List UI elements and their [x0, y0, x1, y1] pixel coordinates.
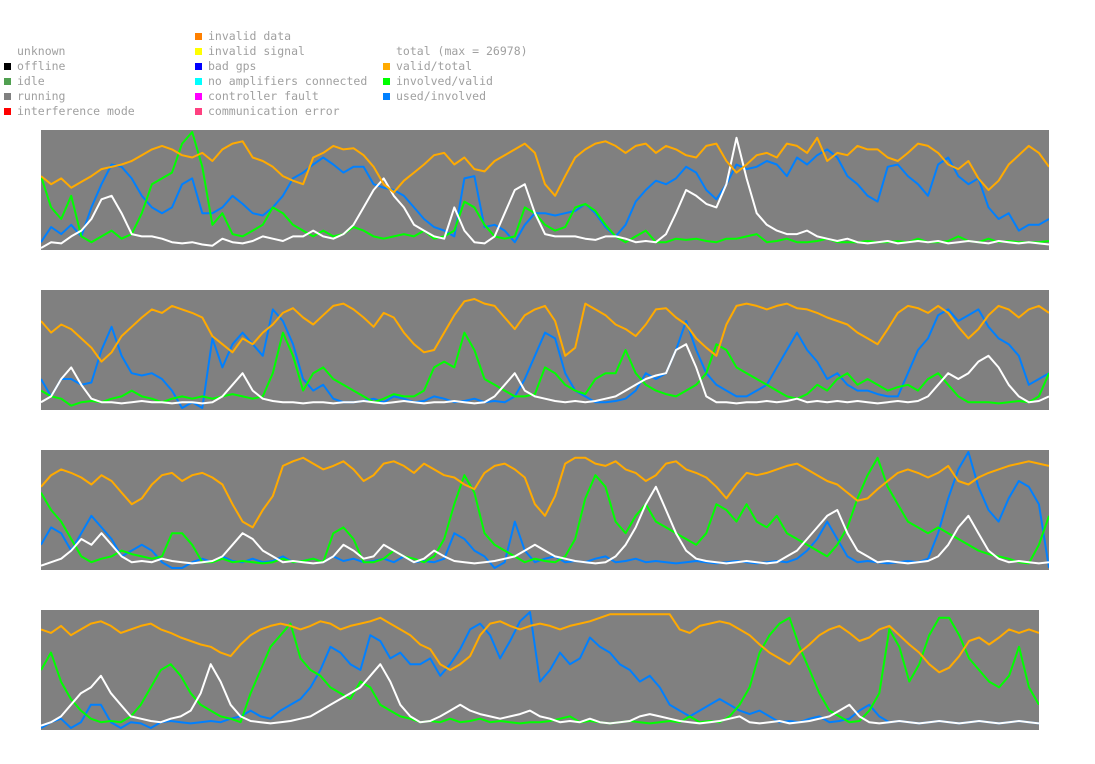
legend-item-interference-mode: interference mode [4, 104, 135, 119]
legend-item-total: total (max = 26978) [396, 44, 528, 59]
legend-item-valid-total: valid/total [383, 59, 473, 74]
series-line-used-involved [41, 611, 1039, 729]
legend-swatch [195, 108, 202, 115]
legend-label: controller fault [208, 89, 319, 103]
legend-swatch [383, 93, 390, 100]
legend-item-offline: offline [4, 59, 66, 74]
legend-swatch [195, 33, 202, 40]
series-line-used-involved [41, 148, 1049, 244]
chart-panel-4 [41, 610, 1039, 730]
chart-panel-3-plot [41, 450, 1049, 570]
series-line-total [41, 663, 1039, 727]
chart-panel-4-plot [41, 610, 1039, 730]
series-line-valid-total [41, 298, 1049, 363]
chart-panel-1 [41, 130, 1049, 250]
legend-swatch [195, 48, 202, 55]
series-line-involved-valid [41, 331, 1049, 407]
legend-label: valid/total [396, 59, 473, 73]
legend-item-no-amplifiers: no amplifiers connected [195, 74, 368, 89]
legend-swatch [4, 78, 11, 85]
legend-item-unknown: unknown [17, 44, 65, 59]
legend-swatch [4, 108, 11, 115]
legend-label: offline [17, 59, 66, 73]
series-line-total [41, 343, 1049, 405]
series-line-valid-total [41, 613, 1039, 674]
legend-label: communication error [208, 104, 340, 118]
legend-label: idle [17, 74, 45, 88]
legend-swatch [195, 93, 202, 100]
plot-background [41, 610, 1039, 730]
series-line-valid-total [41, 136, 1049, 197]
legend-item-idle: idle [4, 74, 45, 89]
series-line-involved-valid [41, 616, 1039, 725]
legend-label: invalid data [208, 29, 292, 43]
legend-label: interference mode [17, 104, 135, 118]
series-line-valid-total [41, 456, 1049, 529]
legend-swatch [4, 93, 11, 100]
legend-item-invalid-signal: invalid signal [195, 44, 305, 59]
legend-item-running: running [4, 89, 66, 104]
legend-label: involved/valid [396, 74, 493, 88]
series-line-used-involved [41, 308, 1049, 409]
series-line-total [41, 136, 1049, 249]
legend-swatch [4, 63, 11, 70]
plot-background [41, 450, 1049, 570]
legend-swatch [195, 78, 202, 85]
legend-label: total (max = 26978) [396, 44, 528, 58]
chart-panel-2-plot [41, 290, 1049, 410]
chart-panel-1-plot [41, 130, 1049, 250]
chart-panel-2 [41, 290, 1049, 410]
legend-item-invalid-data: invalid data [195, 29, 292, 44]
legend-label: invalid signal [208, 44, 305, 58]
legend-swatch [383, 63, 390, 70]
legend-label: used/involved [396, 89, 487, 103]
legend: unknown offline idle running interferenc… [0, 0, 1095, 125]
series-line-total [41, 485, 1049, 567]
legend-item-communication-error: communication error [195, 104, 340, 119]
legend-item-bad-gps: bad gps [195, 59, 257, 74]
legend-swatch [195, 63, 202, 70]
legend-item-used-involved: used/involved [383, 89, 487, 104]
legend-swatch [383, 78, 390, 85]
legend-label: bad gps [208, 59, 257, 73]
legend-label: no amplifiers connected [208, 74, 368, 88]
legend-label: running [17, 89, 66, 103]
legend-label: unknown [17, 44, 66, 58]
chart-panel-3 [41, 450, 1049, 570]
legend-item-involved-valid: involved/valid [383, 74, 493, 89]
plot-background [41, 290, 1049, 410]
legend-item-controller-fault: controller fault [195, 89, 319, 104]
